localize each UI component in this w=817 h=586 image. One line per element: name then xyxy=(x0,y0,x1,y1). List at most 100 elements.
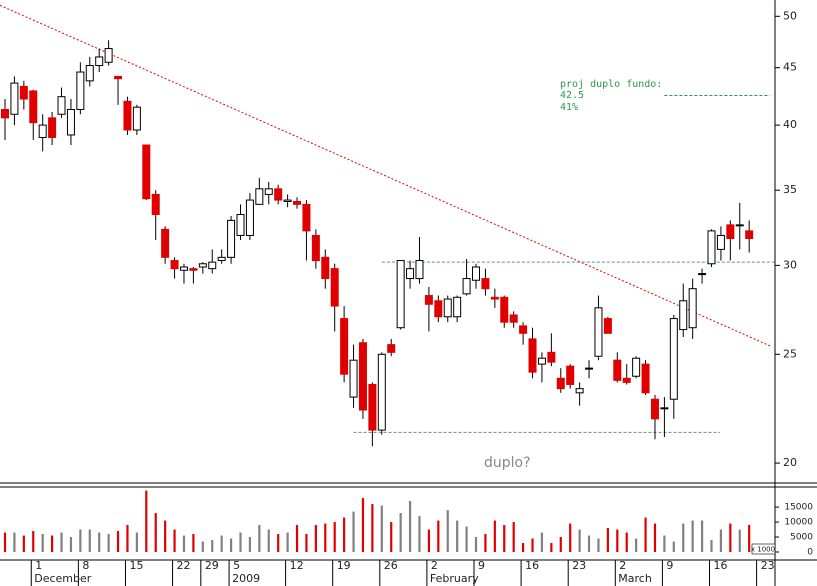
candle-body xyxy=(189,268,198,271)
candle-body xyxy=(406,268,415,280)
candle-body xyxy=(245,199,254,236)
volume-unit: x 1000 xyxy=(751,546,775,554)
y-tick-label: 35 xyxy=(783,183,797,196)
x-tick-label: 16 xyxy=(714,559,728,572)
candle-body xyxy=(85,65,94,82)
candle-body xyxy=(735,224,744,227)
candle-body xyxy=(264,188,273,195)
candle-body xyxy=(490,296,499,300)
candle-body xyxy=(66,109,75,136)
candle-body xyxy=(585,367,594,370)
candle-body xyxy=(443,298,452,318)
x-tick-label: 22 xyxy=(177,559,191,572)
candle-body xyxy=(142,144,151,200)
candle-body xyxy=(340,318,349,375)
x-tick-label: 2 xyxy=(619,559,626,572)
candle-body xyxy=(114,75,123,80)
candle-body xyxy=(330,268,339,307)
candle-body xyxy=(641,363,650,394)
candle-body xyxy=(311,234,320,262)
y-tick-label: 30 xyxy=(783,258,797,271)
candle-body xyxy=(415,260,424,280)
y-tick-label: 25 xyxy=(783,347,797,360)
candle-body xyxy=(537,357,546,365)
candle-body xyxy=(575,388,584,394)
candle-body xyxy=(1,109,9,119)
unit-box xyxy=(751,543,776,555)
period-label: 2009 xyxy=(232,572,260,585)
candle-body xyxy=(10,82,19,115)
candle-body xyxy=(650,398,659,420)
candle-body xyxy=(368,383,377,431)
candle-body xyxy=(622,377,631,383)
volume-tick-label: 0 xyxy=(807,548,813,558)
candle-body xyxy=(472,266,480,281)
y-tick-label: 45 xyxy=(783,61,797,74)
trend-line xyxy=(0,4,771,347)
candle-body xyxy=(57,96,66,115)
candle-body xyxy=(123,100,132,131)
period-label: December xyxy=(34,572,92,585)
candle-body xyxy=(679,300,688,331)
candle-body xyxy=(358,342,367,411)
target-title: proj duplo fundo: xyxy=(560,79,662,90)
volume-tick-label: 15000 xyxy=(784,503,813,513)
candle-body xyxy=(669,318,678,400)
candle-body xyxy=(481,278,490,290)
candle-body xyxy=(594,307,603,357)
candle-body xyxy=(132,106,141,131)
x-tick-label: 15 xyxy=(129,559,143,572)
candle-body xyxy=(151,193,160,215)
candle-body xyxy=(500,296,509,323)
candle-body xyxy=(377,353,386,431)
candle-body xyxy=(274,188,283,201)
candle-body xyxy=(396,260,405,329)
candle-body xyxy=(170,260,179,270)
candle-body xyxy=(424,295,433,305)
x-tick-label: 16 xyxy=(525,559,539,572)
x-tick-label: 9 xyxy=(478,559,485,572)
candle-body xyxy=(48,117,57,138)
x-tick-label: 26 xyxy=(384,559,398,572)
volume-tick-label: 5000 xyxy=(790,533,813,543)
candle-body xyxy=(179,266,188,271)
period-label: February xyxy=(430,572,479,585)
candle-body xyxy=(236,213,245,236)
candle-body xyxy=(462,278,471,295)
candle-body xyxy=(528,338,537,373)
x-tick-label: 23 xyxy=(761,559,775,572)
candle-body xyxy=(556,377,565,390)
y-tick-label: 50 xyxy=(783,9,797,22)
x-tick-label: 2 xyxy=(431,559,438,572)
candle-body xyxy=(29,90,38,124)
candle-body xyxy=(632,357,641,377)
y-tick-label: 20 xyxy=(783,456,797,469)
candle-body xyxy=(302,203,311,232)
candle-body xyxy=(434,300,443,318)
candle-body xyxy=(283,199,292,202)
candle-body xyxy=(509,314,518,323)
candle-body xyxy=(716,234,725,250)
candle-body xyxy=(104,48,113,63)
candle-body xyxy=(76,71,85,111)
candle-body xyxy=(387,344,396,353)
x-tick-label: 1 xyxy=(35,559,42,572)
volume-tick-label: 10000 xyxy=(784,518,813,528)
candle-body xyxy=(217,256,226,262)
candle-body xyxy=(227,219,236,258)
x-tick-label: 8 xyxy=(82,559,89,572)
candle-body xyxy=(293,200,302,205)
annotation: duplo? xyxy=(484,455,531,471)
candle-body xyxy=(198,263,207,268)
candle-body xyxy=(161,228,170,258)
x-tick-label: 29 xyxy=(205,559,219,572)
candle-body xyxy=(660,407,669,410)
x-tick-label: 23 xyxy=(572,559,586,572)
candle-body xyxy=(688,288,697,329)
y-tick-label: 40 xyxy=(783,118,797,131)
x-tick-label: 9 xyxy=(666,559,673,572)
candle-body xyxy=(19,85,28,100)
candle-body xyxy=(208,261,217,270)
candle-body xyxy=(707,230,716,265)
